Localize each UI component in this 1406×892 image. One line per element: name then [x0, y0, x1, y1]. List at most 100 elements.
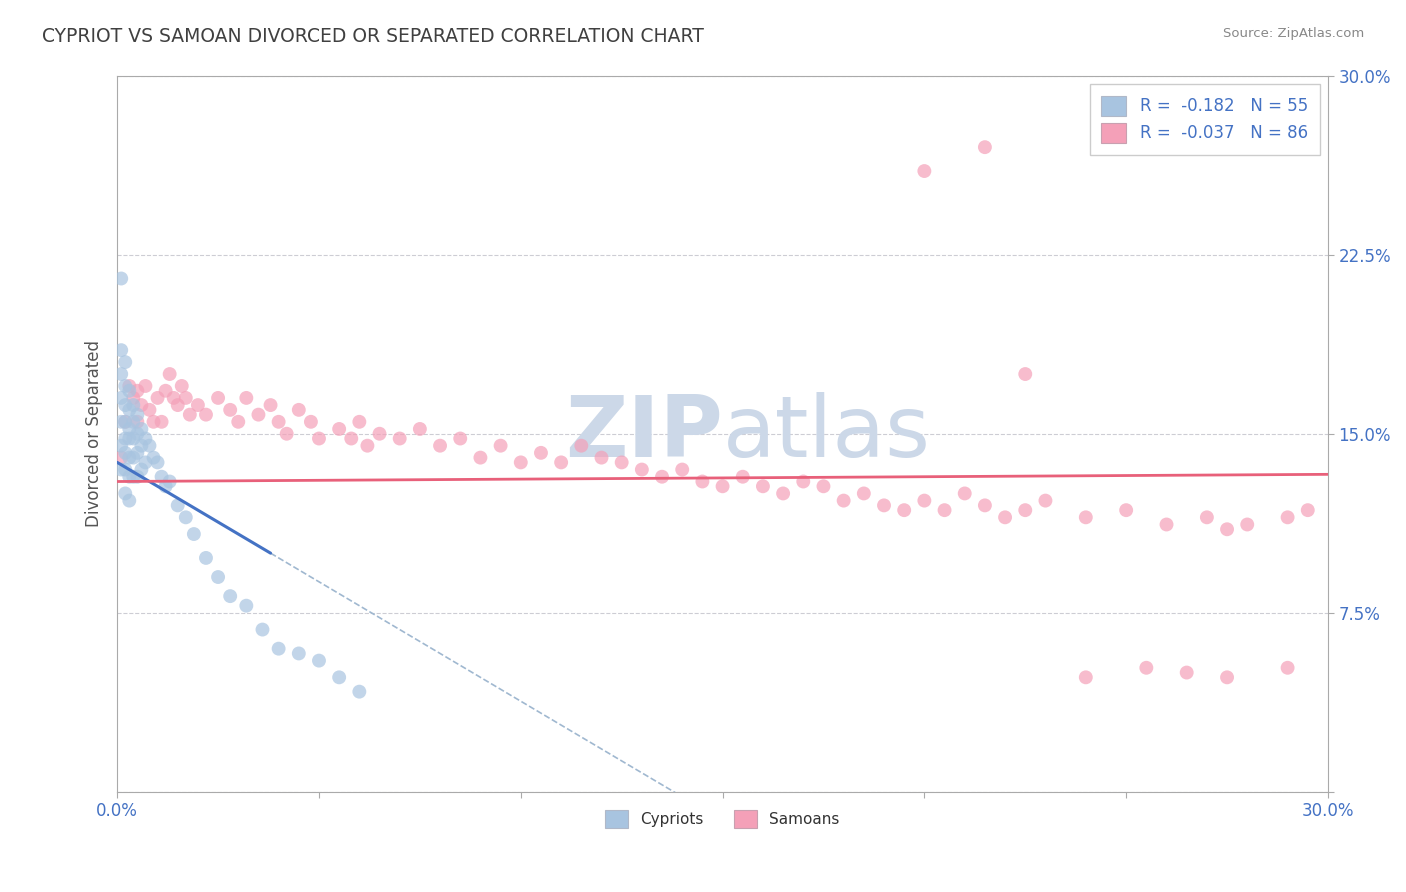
Point [174, 510, 197, 524]
Point [179, 408, 201, 422]
Point [692, 475, 714, 489]
Point [1236, 517, 1258, 532]
Point [122, 469, 145, 483]
Point [118, 432, 141, 446]
Point [671, 462, 693, 476]
Point [142, 450, 165, 465]
Point [122, 432, 145, 446]
Point [166, 499, 188, 513]
Point [138, 439, 160, 453]
Point [131, 398, 153, 412]
Point [873, 499, 896, 513]
Point [122, 398, 145, 412]
Point [449, 432, 471, 446]
Point [792, 475, 814, 489]
Point [150, 415, 173, 429]
Point [118, 422, 141, 436]
Point [1074, 510, 1097, 524]
Point [127, 426, 149, 441]
Point [155, 384, 177, 398]
Point [994, 510, 1017, 524]
Point [276, 426, 298, 441]
Point [569, 439, 592, 453]
Point [1014, 367, 1036, 381]
Point [166, 398, 188, 412]
Point [110, 450, 132, 465]
Point [953, 486, 976, 500]
Point [150, 469, 173, 483]
Point [194, 408, 217, 422]
Point [267, 641, 290, 656]
Point [308, 654, 330, 668]
Point [159, 367, 181, 381]
Point [1175, 665, 1198, 680]
Point [308, 432, 330, 446]
Point [832, 493, 855, 508]
Point [328, 670, 350, 684]
Point [127, 415, 149, 429]
Point [187, 398, 209, 412]
Point [813, 479, 835, 493]
Point [127, 384, 149, 398]
Point [118, 450, 141, 465]
Point [114, 462, 136, 476]
Point [118, 379, 141, 393]
Point [219, 589, 242, 603]
Point [509, 455, 531, 469]
Point [349, 684, 371, 698]
Point [591, 450, 613, 465]
Point [731, 469, 754, 483]
Point [118, 469, 141, 483]
Point [110, 391, 132, 405]
Point [752, 479, 775, 493]
Point [1216, 670, 1239, 684]
Point [131, 439, 153, 453]
Point [114, 355, 136, 369]
Point [631, 462, 654, 476]
Point [1277, 661, 1299, 675]
Legend: Cypriots, Samoans: Cypriots, Samoans [599, 804, 846, 835]
Point [110, 343, 132, 358]
Point [1296, 503, 1319, 517]
Point [134, 379, 156, 393]
Point [138, 402, 160, 417]
Point [247, 408, 270, 422]
Point [259, 398, 281, 412]
Point [530, 446, 553, 460]
Point [1195, 510, 1218, 524]
Point [1156, 517, 1178, 532]
Point [852, 486, 875, 500]
Point [127, 408, 149, 422]
Text: CYPRIOT VS SAMOAN DIVORCED OR SEPARATED CORRELATION CHART: CYPRIOT VS SAMOAN DIVORCED OR SEPARATED … [42, 27, 704, 45]
Text: ZIP: ZIP [565, 392, 723, 475]
Point [1277, 510, 1299, 524]
Point [114, 415, 136, 429]
Point [163, 391, 186, 405]
Point [207, 570, 229, 584]
Point [134, 432, 156, 446]
Point [183, 527, 205, 541]
Point [155, 479, 177, 493]
Point [219, 402, 242, 417]
Point [1135, 661, 1157, 675]
Point [146, 391, 169, 405]
Point [235, 391, 257, 405]
Point [131, 422, 153, 436]
Point [651, 469, 673, 483]
Y-axis label: Divorced or Separated: Divorced or Separated [86, 340, 103, 527]
Point [207, 391, 229, 405]
Point [550, 455, 572, 469]
Point [1035, 493, 1057, 508]
Point [235, 599, 257, 613]
Point [349, 415, 371, 429]
Point [174, 391, 197, 405]
Point [252, 623, 274, 637]
Point [127, 446, 149, 460]
Point [114, 415, 136, 429]
Point [114, 486, 136, 500]
Point [328, 422, 350, 436]
Point [1115, 503, 1137, 517]
Point [934, 503, 956, 517]
Point [118, 384, 141, 398]
Point [118, 402, 141, 417]
